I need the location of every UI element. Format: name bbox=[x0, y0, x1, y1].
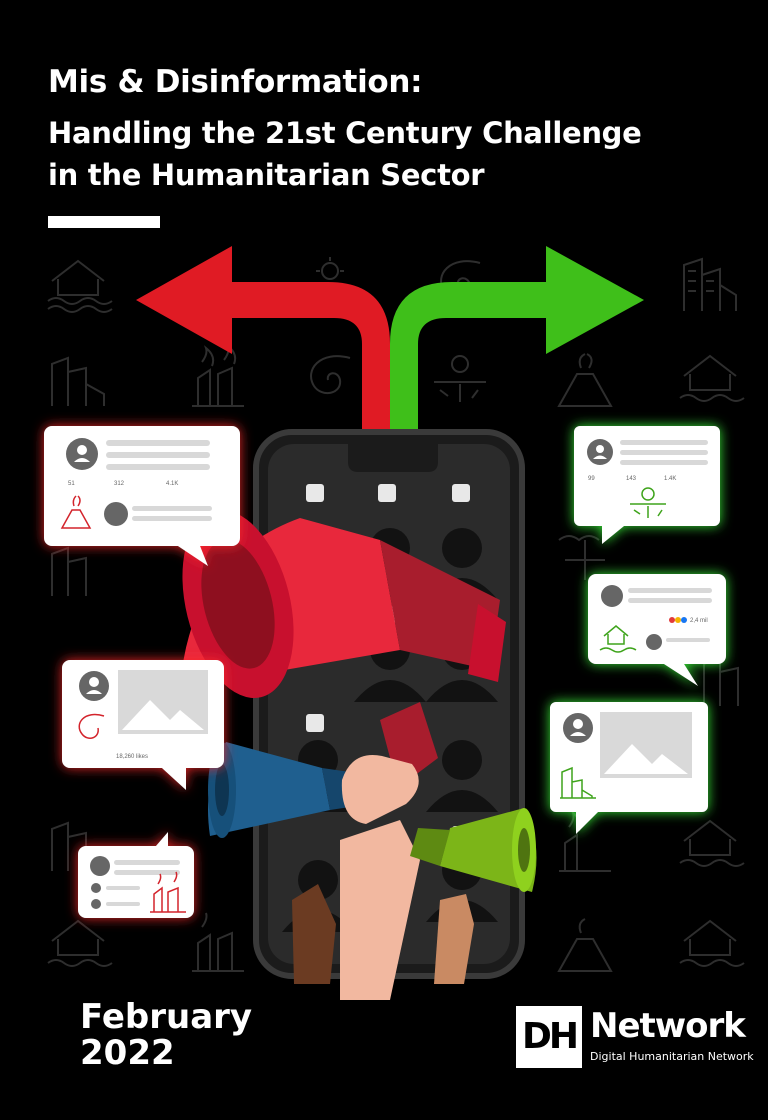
megaphone-icon-green bbox=[410, 808, 537, 892]
green-arrow-icon bbox=[390, 246, 644, 432]
red-arrow-icon bbox=[136, 246, 390, 432]
collapsed-building-icon bbox=[51, 356, 105, 406]
wildfire-icon bbox=[150, 871, 186, 913]
flood-house-icon bbox=[47, 919, 113, 967]
volcano-icon bbox=[60, 495, 92, 529]
volcano-icon bbox=[557, 353, 613, 407]
drought-icon bbox=[558, 535, 605, 580]
title-line-1: Mis & Disinformation: bbox=[48, 64, 423, 100]
date-year: 2022 bbox=[80, 1033, 175, 1073]
logo-subtitle: Digital Humanitarian Network bbox=[590, 1050, 754, 1063]
avatar-icon bbox=[646, 634, 662, 650]
flood-house-icon bbox=[679, 919, 745, 967]
like-count: 18,260 likes bbox=[116, 754, 148, 760]
like-count: 4.1K bbox=[166, 481, 178, 487]
reply-count: 51 bbox=[68, 481, 75, 487]
avatar-icon bbox=[90, 856, 110, 876]
drought-icon bbox=[630, 487, 666, 518]
avatar-icon bbox=[104, 502, 128, 526]
reaction-count: 2,4 mil bbox=[690, 618, 708, 624]
collapsed-building-icon bbox=[703, 656, 739, 706]
repost-count: 143 bbox=[626, 476, 637, 482]
wildfire-icon bbox=[192, 343, 244, 407]
flood-house-icon bbox=[679, 354, 745, 402]
collapsed-building-icon bbox=[683, 257, 737, 311]
title-underline bbox=[48, 216, 160, 228]
title-line-3: in the Humanitarian Sector bbox=[48, 158, 485, 192]
logo-wordmark: Network bbox=[590, 1006, 746, 1046]
background-hazard-icons bbox=[47, 257, 745, 972]
repost-count: 312 bbox=[114, 481, 125, 487]
flood-house-icon bbox=[47, 259, 113, 313]
avatar-icon bbox=[601, 585, 623, 607]
drought-icon bbox=[434, 355, 486, 402]
date-month: February bbox=[80, 997, 253, 1037]
collapsed-building-icon bbox=[560, 766, 596, 799]
raised-arms bbox=[292, 820, 474, 1000]
wildfire-icon bbox=[192, 912, 244, 972]
collapsed-building-icon bbox=[51, 546, 87, 596]
title-line-2: Handling the 21st Century Challenge bbox=[48, 116, 642, 150]
cyclone-icon bbox=[78, 713, 105, 739]
flood-house-icon bbox=[679, 819, 745, 867]
reply-count: 99 bbox=[588, 476, 595, 482]
logo-mark: DH bbox=[516, 1006, 582, 1068]
image-placeholder-icon bbox=[118, 670, 208, 734]
image-placeholder-icon bbox=[600, 712, 692, 778]
cyclone-icon bbox=[310, 355, 351, 395]
volcano-icon bbox=[557, 918, 613, 972]
flood-house-icon bbox=[599, 625, 637, 653]
like-count: 1.4K bbox=[664, 476, 676, 482]
dh-network-logo: DH Network Digital Humanitarian Network bbox=[516, 1004, 754, 1070]
megaphone-icon bbox=[180, 510, 506, 824]
